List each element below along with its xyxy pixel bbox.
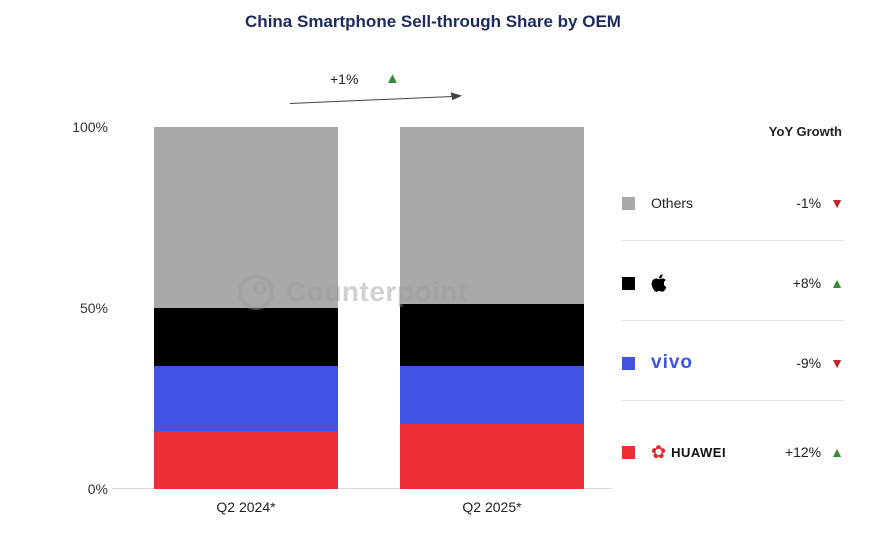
x-axis-line bbox=[112, 488, 612, 489]
apple-swatch bbox=[622, 276, 635, 290]
up-triangle-icon: ▲ bbox=[385, 70, 400, 87]
legend-divider bbox=[622, 320, 844, 321]
legend-divider bbox=[622, 240, 844, 241]
up-triangle-icon bbox=[830, 445, 844, 459]
bar-q2-2025 bbox=[400, 127, 584, 489]
legend-row-others: Others -1% bbox=[622, 189, 844, 217]
legend-row-vivo: vivo -9% bbox=[622, 349, 844, 377]
huawei-swatch bbox=[622, 445, 635, 459]
legend-row-apple: +8% bbox=[622, 269, 844, 297]
down-triangle-icon bbox=[830, 196, 844, 210]
huawei-logo-text: HUAWEI bbox=[671, 444, 727, 460]
huawei-logo-icon: ✿ bbox=[651, 442, 667, 462]
vivo-logo: vivo bbox=[651, 352, 694, 373]
chart-title: China Smartphone Sell-through Share by O… bbox=[245, 12, 621, 31]
bar-q2-2024 bbox=[154, 127, 338, 489]
apple-logo-icon bbox=[651, 273, 667, 293]
x-label-q2-2025: Q2 2025* bbox=[462, 499, 522, 515]
others-yoy-value: -1% bbox=[796, 195, 822, 211]
bar-segment-others bbox=[400, 127, 584, 305]
trend-arrow-icon bbox=[289, 92, 462, 104]
huawei-yoy-value: +12% bbox=[784, 444, 822, 460]
bar-segment-apple bbox=[400, 304, 584, 366]
vivo-yoy-value: -9% bbox=[796, 355, 822, 371]
legend-row-huawei: ✿ HUAWEI +12% bbox=[622, 438, 844, 466]
x-label-q2-2024: Q2 2024* bbox=[216, 499, 276, 515]
bar-segment-huawei bbox=[154, 431, 338, 489]
bar-segment-others bbox=[154, 127, 338, 309]
y-tick-100: 100% bbox=[72, 119, 108, 135]
legend-header: YoY Growth bbox=[768, 124, 842, 139]
bar-segment-huawei bbox=[400, 423, 584, 489]
apple-yoy-value: +8% bbox=[792, 275, 822, 291]
legend-divider bbox=[622, 400, 844, 401]
annotation-change-label: +1% bbox=[330, 71, 359, 87]
legend: YoY Growth Others -1% +8% vivo -9% ✿ bbox=[622, 120, 844, 480]
bar-segment-vivo bbox=[400, 365, 584, 424]
bar-segment-vivo bbox=[154, 365, 338, 432]
vivo-swatch bbox=[622, 356, 635, 370]
up-triangle-icon bbox=[830, 276, 844, 290]
down-triangle-icon bbox=[830, 356, 844, 370]
y-tick-0: 0% bbox=[87, 481, 108, 497]
others-swatch bbox=[622, 196, 635, 210]
others-label: Others bbox=[651, 195, 694, 211]
bar-segment-apple bbox=[154, 308, 338, 366]
y-tick-50: 50% bbox=[79, 300, 108, 316]
